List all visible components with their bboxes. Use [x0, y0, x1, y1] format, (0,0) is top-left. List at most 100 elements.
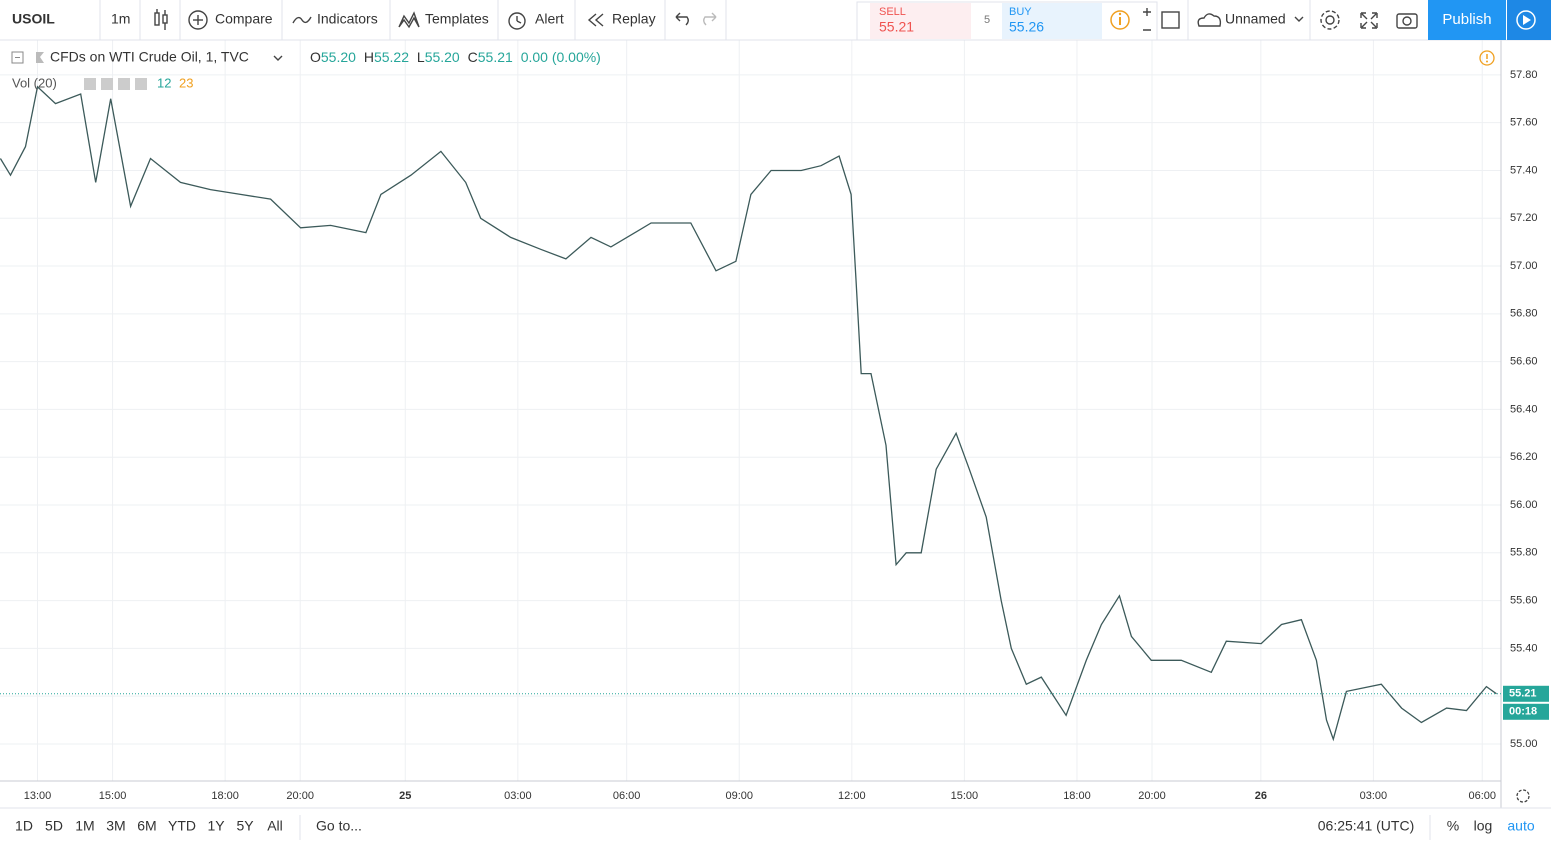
- volume-label: Vol (20): [12, 75, 57, 90]
- symbol[interactable]: USOIL: [12, 11, 55, 27]
- sell-box[interactable]: [870, 3, 971, 39]
- flag-icon[interactable]: [36, 52, 44, 63]
- last-price-box: [1503, 685, 1549, 702]
- range-button[interactable]: 6M: [137, 818, 156, 834]
- range-button[interactable]: 1D: [15, 818, 33, 834]
- range-button[interactable]: YTD: [168, 818, 196, 834]
- ohlc-value: 55.20: [321, 49, 356, 65]
- spread: 5: [984, 14, 990, 26]
- y-tick-label: 56.80: [1510, 308, 1538, 320]
- warning-icon[interactable]: [1479, 50, 1495, 66]
- toolbar-bg: [0, 0, 1551, 40]
- sell-label: SELL: [879, 6, 906, 18]
- y-tick-label: 56.00: [1510, 499, 1538, 511]
- publish-button[interactable]: Publish: [1442, 11, 1491, 28]
- ohlc: O55.20 H55.22 L55.20 C55.21 0.00 (0.00%): [310, 49, 601, 65]
- legend-menu-arrow[interactable]: [273, 55, 283, 61]
- clock: 06:25:41 (UTC): [1318, 818, 1414, 834]
- ohlc-value: 55.22: [374, 49, 409, 65]
- percent-toggle[interactable]: %: [1447, 818, 1459, 834]
- templates-button[interactable]: Templates: [425, 11, 489, 27]
- templates-icon[interactable]: [398, 11, 420, 29]
- y-tick-label: 57.40: [1510, 164, 1538, 176]
- y-tick-label: 55.00: [1510, 738, 1538, 750]
- last-price-label: 55.21: [1509, 688, 1537, 700]
- ohlc-label: C: [468, 49, 478, 65]
- log-toggle[interactable]: log: [1474, 818, 1493, 834]
- indicators-icon[interactable]: [292, 16, 312, 24]
- snapshot-button[interactable]: [1396, 13, 1418, 29]
- settings-button[interactable]: [1320, 10, 1340, 30]
- range-button[interactable]: 5Y: [236, 818, 254, 834]
- ohlc-value: 55.20: [425, 49, 460, 65]
- layout-menu-arrow[interactable]: [1294, 16, 1304, 22]
- ohlc-label: O: [310, 49, 321, 65]
- sell-price: 55.21: [879, 19, 914, 35]
- range-button[interactable]: 1Y: [207, 818, 225, 834]
- x-tick-label: 06:00: [613, 790, 641, 802]
- quantity-stepper[interactable]: [1143, 8, 1151, 31]
- y-tick-label: 55.80: [1510, 547, 1538, 559]
- x-tick-label: 25: [399, 790, 411, 802]
- legend: CFDs on WTI Crude Oil, 1, TVC O55.20 H55…: [11, 49, 1495, 90]
- replay-button[interactable]: Replay: [612, 11, 656, 27]
- x-tick-label: 12:00: [838, 790, 866, 802]
- y-tick-label: 56.60: [1510, 356, 1538, 368]
- x-tick-label: 15:00: [99, 790, 127, 802]
- replay-icon[interactable]: [587, 13, 604, 27]
- x-tick-label: 06:00: [1468, 790, 1496, 802]
- compare-button[interactable]: Compare: [215, 11, 273, 27]
- x-tick-label: 15:00: [951, 790, 979, 802]
- interval[interactable]: 1m: [111, 11, 130, 27]
- chart-type-icon[interactable]: [154, 9, 168, 30]
- x-tick-label: 09:00: [725, 790, 753, 802]
- axis-settings[interactable]: [1516, 789, 1530, 803]
- countdown-box: [1503, 703, 1549, 720]
- x-tick-label: 13:00: [24, 790, 52, 802]
- legend-title: CFDs on WTI Crude Oil, 1, TVC: [50, 49, 249, 65]
- indicators-button[interactable]: Indicators: [317, 11, 378, 27]
- undo-button[interactable]: [675, 12, 689, 26]
- alert-button[interactable]: Alert: [535, 11, 564, 27]
- volume-value: 12: [157, 75, 171, 90]
- ohlc-label: H: [364, 49, 374, 65]
- auto-toggle[interactable]: auto: [1507, 818, 1534, 834]
- volume-value: 23: [179, 75, 193, 90]
- alert-icon[interactable]: [508, 12, 526, 30]
- ohlc-label: L: [417, 49, 425, 65]
- range-button[interactable]: All: [267, 818, 283, 834]
- compare-icon[interactable]: [188, 10, 208, 30]
- ohlc-value: 55.21: [478, 49, 513, 65]
- publish-bg[interactable]: [1428, 0, 1506, 40]
- y-tick-label: 57.60: [1510, 117, 1538, 129]
- buy-box[interactable]: [1002, 3, 1102, 39]
- x-tick-label: 26: [1255, 790, 1267, 802]
- fullscreen-button[interactable]: [1360, 12, 1378, 29]
- y-tick-label: 57.20: [1510, 212, 1538, 224]
- x-tick-label: 03:00: [504, 790, 532, 802]
- layout-name[interactable]: Unnamed: [1225, 11, 1286, 27]
- goto-button[interactable]: Go to...: [316, 818, 362, 834]
- change: 0.00 (0.00%): [521, 49, 601, 65]
- y-tick-label: 55.40: [1510, 642, 1538, 654]
- range-button[interactable]: 3M: [106, 818, 125, 834]
- cloud-icon[interactable]: [1197, 13, 1222, 27]
- range-button[interactable]: 5D: [45, 818, 63, 834]
- layout-icon[interactable]: [1161, 11, 1180, 29]
- toolbar: USOIL 1m Compare Indicators Templates Al…: [0, 0, 1551, 41]
- buy-label: BUY: [1009, 6, 1032, 18]
- collapse-button[interactable]: [11, 51, 24, 64]
- y-tick-label: 56.40: [1510, 403, 1538, 415]
- volume-buttons[interactable]: [84, 78, 147, 90]
- y-tick-label: 57.00: [1510, 260, 1538, 272]
- x-tick-label: 03:00: [1360, 790, 1388, 802]
- redo-button[interactable]: [703, 12, 717, 26]
- buy-price: 55.26: [1009, 19, 1044, 35]
- info-icon[interactable]: [1110, 10, 1130, 30]
- x-tick-label: 20:00: [286, 790, 314, 802]
- range-button[interactable]: 1M: [75, 818, 94, 834]
- y-tick-label: 57.80: [1510, 69, 1538, 81]
